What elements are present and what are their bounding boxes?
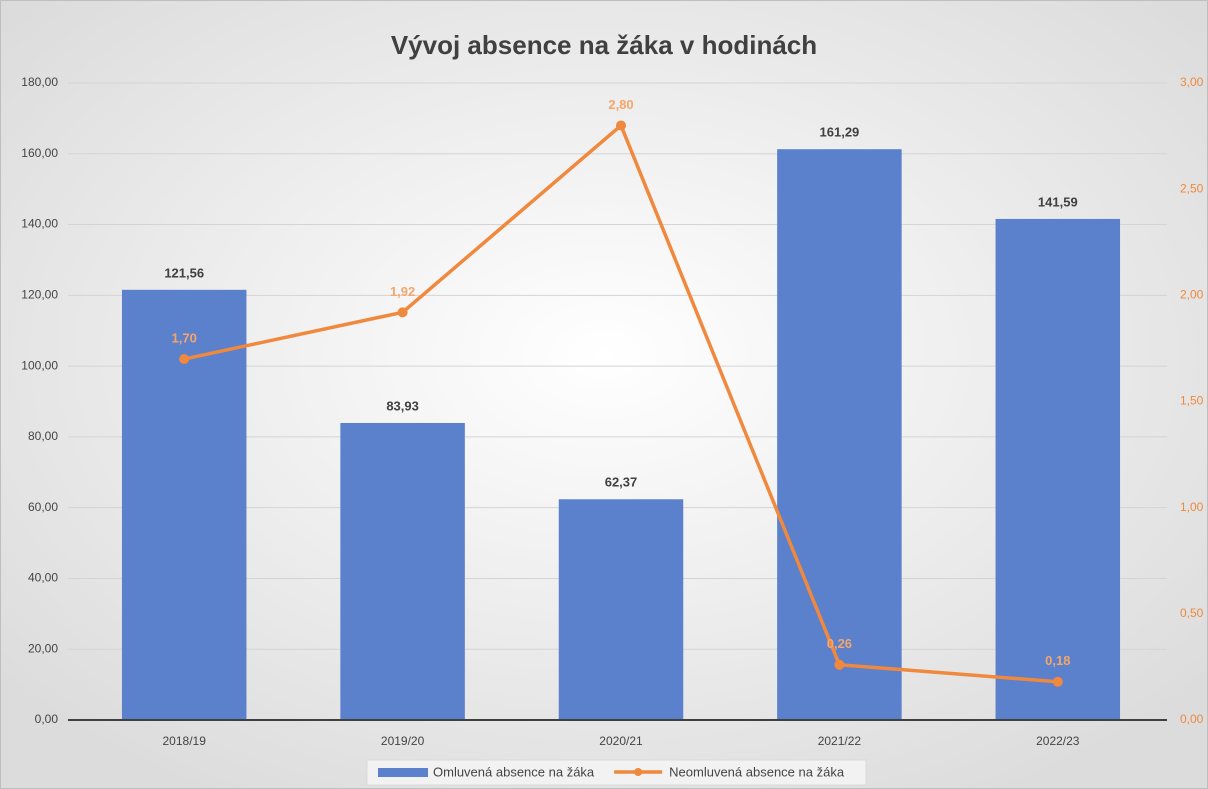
y-tick-label: 0,00 [35,712,59,726]
line-value-label: 0,26 [827,636,852,651]
bar [558,499,684,720]
y2-tick-label: 0,50 [1180,606,1204,620]
chart-title: Vývoj absence na žáka v hodinách [391,30,817,60]
bar-value-label: 141,59 [1038,194,1078,209]
y-tick-label: 120,00 [21,288,58,302]
y-tick-label: 160,00 [21,146,58,160]
line-value-label: 0,18 [1045,653,1070,668]
line-marker [1052,676,1063,687]
legend-label: Neomluvená absence na žáka [669,764,845,779]
y2-tick-label: 3,00 [1180,75,1204,89]
line-marker [616,120,626,131]
y-tick-label: 100,00 [21,358,58,372]
line-value-label: 1,70 [172,330,197,345]
y2-tick-label: 2,00 [1180,288,1204,302]
x-tick-label: 2020/21 [599,734,643,748]
legend-swatch [378,768,428,777]
y-tick-label: 180,00 [21,75,58,89]
line-marker [834,659,845,670]
y-tick-label: 140,00 [21,217,58,231]
y-tick-label: 80,00 [28,429,58,443]
y-tick-label: 40,00 [28,571,58,585]
bar-value-label: 83,93 [386,398,419,413]
y-tick-label: 60,00 [28,500,58,514]
x-tick-label: 2018/19 [163,734,207,748]
bar [777,149,902,720]
y2-tick-label: 1,00 [1180,500,1204,514]
line-value-label: 1,92 [390,284,415,299]
bar-value-label: 62,37 [605,475,638,490]
x-tick-label: 2022/23 [1036,734,1080,748]
line-marker [397,307,408,318]
bar-value-label: 161,29 [820,125,860,140]
y2-tick-label: 0,00 [1180,712,1204,726]
y2-tick-label: 1,50 [1180,394,1204,408]
x-tick-label: 2021/22 [818,734,862,748]
line-marker [179,354,190,365]
line-value-label: 2,80 [608,97,633,112]
x-tick-label: 2019/20 [381,734,425,748]
bar [340,422,465,720]
bar [995,218,1121,721]
y2-tick-label: 2,50 [1180,181,1204,195]
legend-swatch-marker [634,768,643,776]
bar-value-label: 121,56 [164,265,204,280]
legend-label: Omluvená absence na žáka [433,764,595,779]
y-tick-label: 20,00 [28,641,58,655]
